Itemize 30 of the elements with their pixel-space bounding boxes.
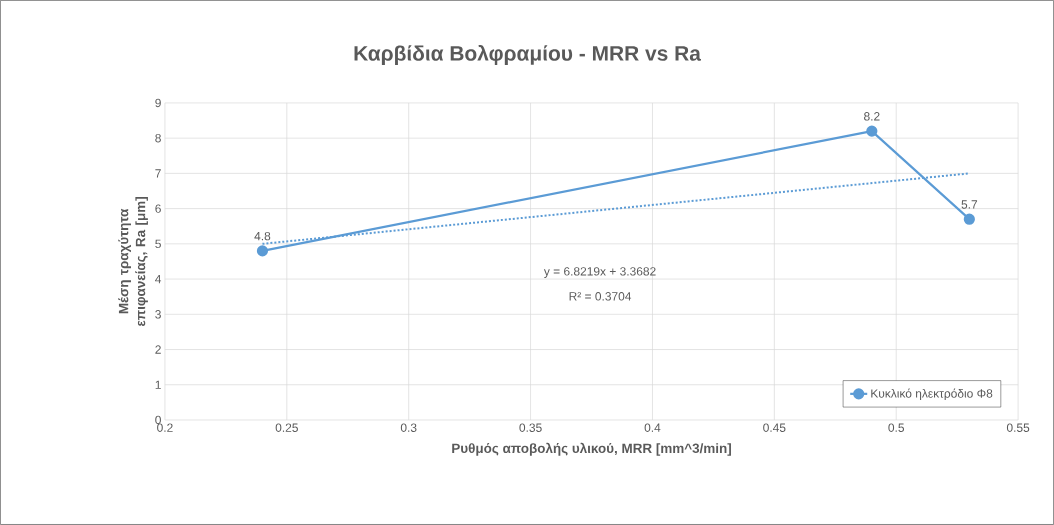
x-tick-label: 0.2 (157, 423, 173, 432)
y-tick-label: 5 (155, 239, 161, 249)
point (963, 213, 975, 225)
x-tick-label: 0.45 (763, 423, 786, 432)
point (256, 245, 269, 257)
data-label: 4.8 (254, 231, 271, 241)
x-tick-label: 0.35 (519, 423, 542, 432)
x-tick-label: 0.4 (644, 423, 661, 432)
chart-title: Καρβίδια Βολφραμίου - MRR vs Ra (354, 44, 701, 65)
y-tick-label: 8 (155, 133, 161, 143)
x-tick-label: 0.55 (1006, 423, 1030, 432)
y-tick-label: 4 (155, 275, 162, 284)
x-tick-label: 0.5 (888, 423, 905, 432)
y-tick-label: 2 (155, 345, 161, 354)
x-tick-label: 0.3 (400, 423, 417, 432)
data-label: 8.2 (864, 112, 880, 121)
data-label: 5.7 (961, 200, 978, 209)
annotation: y = 6.8219x + 3.3682 (543, 267, 656, 279)
y-tick-label: 9 (155, 98, 161, 108)
y-tick-label: 0 (155, 415, 161, 425)
legend-label: Κυκλικό ηλεκτρόδιο Φ8 (871, 388, 993, 401)
annotation: R² = 0.3704 (569, 292, 632, 301)
y-axis-title: Μέση τραχύτητα επιφανείας, Ra [μm] (118, 197, 148, 327)
y-tick-label: 1 (155, 380, 161, 389)
x-tick-label: 0.25 (275, 423, 298, 432)
point (866, 125, 878, 137)
x-axis-title: Ρυθμός αποβολής υλικού, MRR [mm^3/min] (452, 442, 731, 456)
y-tick-label: 3 (155, 310, 161, 319)
y-tick-label: 6 (155, 204, 161, 213)
y-tick-label: 7 (155, 169, 161, 178)
